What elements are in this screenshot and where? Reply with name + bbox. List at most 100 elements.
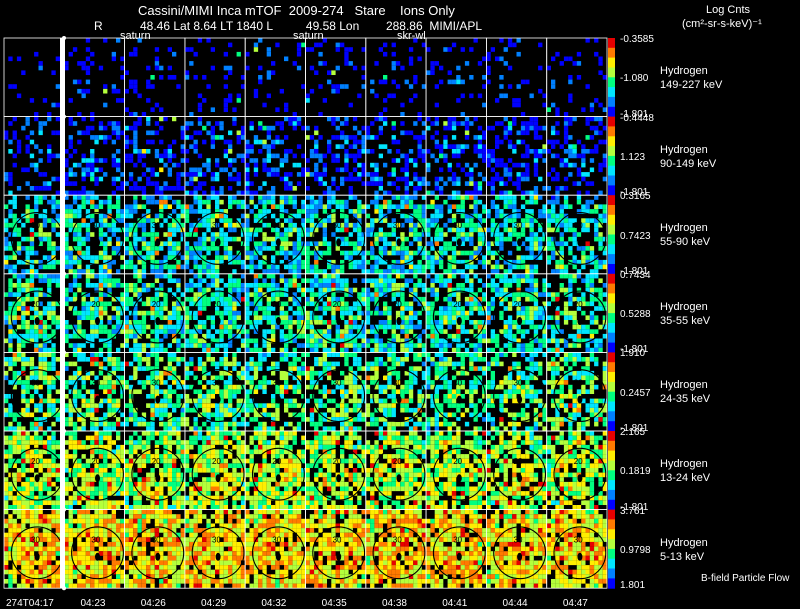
heat-cell [288, 232, 293, 237]
heat-cell [288, 172, 293, 177]
heat-cell [159, 329, 164, 334]
heat-cell [240, 199, 246, 205]
heat-cell [21, 167, 26, 173]
heat-cell [232, 222, 237, 228]
heat-cell [585, 121, 590, 126]
heat-cell [331, 264, 336, 270]
heat-cell [559, 259, 564, 265]
heat-cell [98, 204, 104, 210]
heat-cell [589, 102, 595, 108]
heat-cell [327, 301, 332, 307]
heat-cell [495, 158, 500, 163]
heat-cell [598, 121, 603, 126]
heat-cell [4, 320, 9, 325]
heat-cell [55, 84, 61, 89]
heat-cell [559, 287, 564, 293]
heat-cell [197, 324, 203, 330]
position-info: 48.46 Lat 8.64 LT 1840 L 49.58 Lon 288.8… [140, 19, 482, 33]
heat-cell [447, 310, 452, 316]
heat-cell [370, 222, 375, 228]
heat-cell [309, 324, 315, 330]
heat-cell [29, 333, 35, 339]
heat-cell [29, 426, 35, 432]
heat-cell [598, 102, 603, 108]
heat-cell [404, 259, 409, 265]
heat-cell [34, 417, 39, 422]
heat-cell [512, 320, 517, 325]
heat-cell [116, 296, 121, 302]
heat-cell [499, 292, 504, 297]
heat-cell [447, 47, 452, 52]
heat-cell [245, 139, 250, 145]
heat-cell [81, 380, 86, 385]
heat-cell [202, 172, 207, 177]
heat-cell [378, 195, 384, 200]
heat-cell [68, 255, 73, 260]
heat-cell [146, 181, 151, 186]
heat-cell [400, 199, 405, 205]
heat-cell [495, 241, 500, 247]
heat-cell [167, 287, 173, 293]
heat-cell [563, 186, 569, 191]
heat-cell [404, 195, 409, 200]
heat-cell [598, 301, 603, 307]
heat-cell [460, 283, 465, 288]
heat-cell [598, 259, 603, 265]
heat-cell [245, 144, 250, 149]
heat-cell [176, 375, 181, 381]
heat-cell [25, 204, 30, 210]
heat-cell [249, 199, 254, 205]
heat-cell [42, 181, 48, 186]
heat-cell [141, 320, 147, 325]
heat-cell [77, 407, 82, 413]
heat-cell [352, 338, 358, 344]
heat-cell [77, 236, 82, 242]
heat-cell [602, 162, 608, 168]
heat-cell [284, 199, 289, 205]
heat-cell [309, 209, 315, 214]
heat-cell [64, 250, 69, 256]
heat-cell [464, 130, 470, 136]
heat-cell [443, 241, 448, 247]
heat-cell [137, 176, 142, 182]
heat-cell [124, 306, 129, 311]
heat-cell [141, 329, 147, 334]
heat-cell [223, 222, 229, 228]
heat-cell [167, 65, 173, 71]
heat-cell [38, 357, 43, 362]
heat-cell [331, 158, 336, 163]
heat-cell [146, 301, 151, 307]
heat-cell [340, 347, 345, 353]
heat-cell [103, 306, 108, 311]
heat-cell [47, 366, 52, 371]
heat-cell [352, 315, 358, 321]
heat-cell [572, 320, 577, 325]
heat-cell [266, 273, 272, 279]
heat-cell [296, 287, 302, 293]
heat-cell [8, 241, 13, 247]
heat-cell [215, 306, 220, 311]
heat-cell [258, 75, 263, 80]
heat-cell [451, 213, 457, 219]
colorbar-segment [608, 332, 615, 343]
heat-cell [81, 352, 86, 358]
heat-cell [189, 112, 194, 117]
heat-cell [296, 255, 302, 260]
heat-cell [374, 306, 379, 311]
heat-cell [413, 222, 418, 228]
heat-cell [284, 246, 289, 251]
heat-cell [512, 296, 517, 302]
heat-cell [477, 324, 483, 330]
heat-cell [189, 232, 194, 237]
heat-cell [344, 227, 349, 233]
heat-cell [124, 324, 129, 330]
heat-cell [391, 324, 396, 330]
heat-cell [51, 255, 56, 260]
heat-cell [546, 107, 552, 113]
frame-r1-f4 [244, 116, 306, 196]
heat-cell [486, 347, 491, 353]
heat-cell [305, 296, 310, 302]
heat-cell [253, 273, 259, 279]
heat-cell [292, 199, 297, 205]
heat-cell [124, 232, 129, 237]
